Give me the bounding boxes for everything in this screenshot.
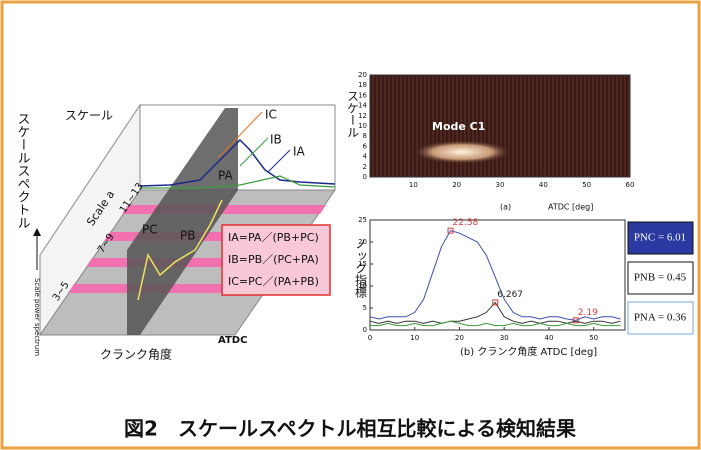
y-tick-label: 25 — [358, 216, 367, 224]
y-label: スケール — [346, 90, 360, 138]
value-label: 22.58 — [453, 218, 479, 228]
figure: スケールスペクトル スケール Scale power spectrum Scal… — [0, 0, 701, 450]
formula: IB=PB／(PC+PA) — [228, 253, 319, 266]
x-tick-label: 0 — [368, 334, 372, 342]
x-tick-label: 30 — [500, 334, 509, 342]
x-tick-label: 50 — [589, 334, 598, 342]
curve-label: IA — [293, 145, 306, 159]
y-label: ノック指標 — [354, 238, 368, 298]
x-tick-label: 10 — [409, 181, 418, 189]
atdc-label: ATDC — [218, 335, 247, 346]
y-tick-label: 2 — [363, 163, 367, 171]
x-tick-label: 40 — [539, 181, 548, 189]
heatmap-title: Mode C1 — [432, 120, 485, 133]
curve-label: PC — [142, 223, 158, 237]
x-tick-label: 10 — [410, 334, 419, 342]
y-tick-label: 5 — [363, 304, 367, 312]
caption: 図2 スケールスペクトル相互比較による検知結果 — [124, 417, 576, 441]
x-label: (b) クランク角度 ATDC [deg] — [460, 345, 597, 358]
x-tick-label: 40 — [544, 334, 553, 342]
formula: IA=PA／(PB+PC) — [228, 231, 319, 244]
heatmap-texture — [370, 75, 630, 177]
x-tick-label: 30 — [496, 181, 505, 189]
value-label: 2.19 — [578, 308, 598, 318]
curve-label: IC — [265, 108, 277, 122]
curve-label: PA — [218, 169, 233, 183]
crank-label: クランク角度 — [100, 347, 172, 362]
index-label: PNC = 6.01 — [634, 232, 686, 244]
x-tick-label: 60 — [626, 181, 635, 189]
x-tick-label: 20 — [452, 181, 461, 189]
y-tick-label: 4 — [363, 153, 368, 161]
y-tick-label: 20 — [358, 71, 367, 79]
y-tick-label: 0 — [363, 173, 367, 181]
x-label: ATDC [deg] — [548, 203, 593, 212]
curve-label: PB — [180, 229, 195, 243]
value-label: 6.267 — [497, 290, 523, 300]
power-label: Scale power spectrum — [33, 278, 41, 356]
curve-label: IB — [270, 133, 282, 147]
scale-label: スケール — [65, 109, 113, 123]
x-tick-label: 20 — [455, 334, 464, 342]
x-tick-label: 50 — [582, 181, 591, 189]
y-tick-label: 18 — [358, 81, 367, 89]
y-tick-label: 6 — [363, 142, 368, 150]
formula: IC=PC／(PA+PB) — [228, 275, 319, 288]
subtitle: (a) — [500, 203, 511, 212]
index-label: PNA = 0.36 — [634, 312, 687, 324]
y-tick-label: 0 — [363, 326, 367, 334]
heatmap-blob — [412, 140, 512, 164]
index-label: PNB = 0.45 — [634, 272, 687, 284]
y-tick-label: 8 — [363, 132, 367, 140]
spectrum-label: スケールスペクトル — [15, 112, 31, 229]
